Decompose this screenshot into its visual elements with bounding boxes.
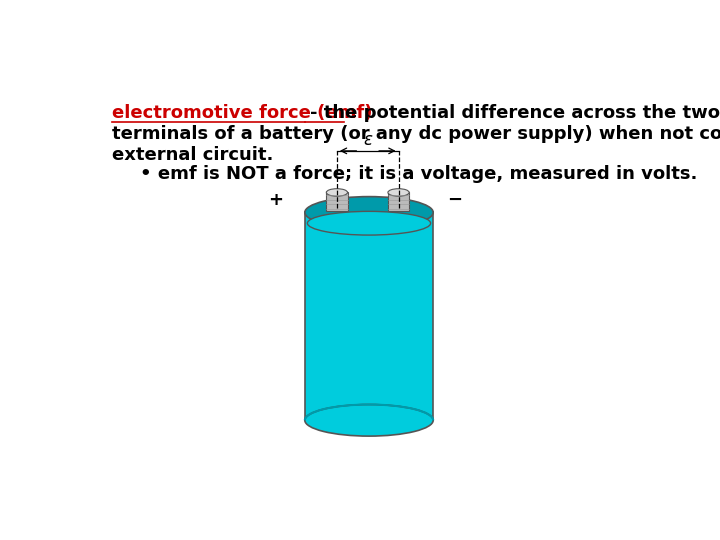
Text: −: − (447, 191, 462, 209)
Polygon shape (388, 192, 409, 211)
Text: ε: ε (363, 131, 372, 149)
Text: terminals of a battery (or any dc power supply) when not connected to an: terminals of a battery (or any dc power … (112, 125, 720, 143)
Ellipse shape (326, 188, 348, 196)
Text: • emf is NOT a force; it is a voltage, measured in volts.: • emf is NOT a force; it is a voltage, m… (140, 165, 698, 184)
Text: - the potential difference across the two: - the potential difference across the tw… (310, 104, 720, 122)
Polygon shape (326, 192, 348, 211)
Text: electromotive force (emf): electromotive force (emf) (112, 104, 373, 122)
Text: external circuit.: external circuit. (112, 146, 274, 164)
Ellipse shape (307, 211, 431, 235)
Ellipse shape (305, 197, 433, 228)
Ellipse shape (388, 188, 409, 196)
Polygon shape (305, 212, 433, 420)
Ellipse shape (305, 404, 433, 436)
Text: +: + (269, 191, 283, 209)
